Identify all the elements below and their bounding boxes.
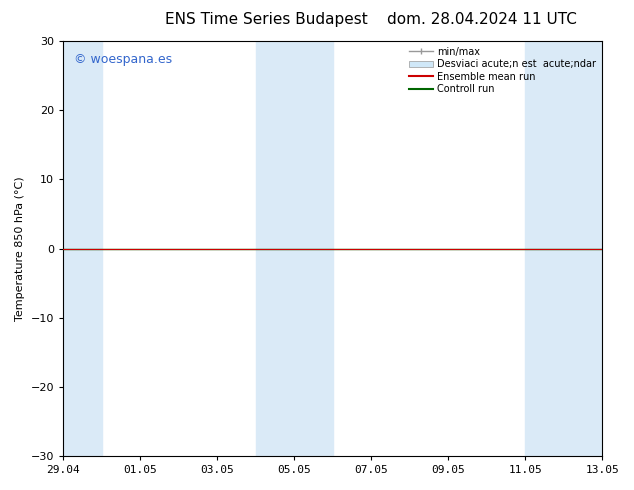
Bar [256, 41, 333, 456]
Text: ENS Time Series Budapest: ENS Time Series Budapest [165, 12, 368, 27]
Text: dom. 28.04.2024 11 UTC: dom. 28.04.2024 11 UTC [387, 12, 577, 27]
Bar [525, 41, 602, 456]
Bar [63, 41, 101, 456]
Text: © woespana.es: © woespana.es [74, 53, 172, 67]
Y-axis label: Temperature 850 hPa (°C): Temperature 850 hPa (°C) [15, 176, 25, 321]
Legend: min/max, Desviaci acute;n est  acute;ndar, Ensemble mean run, Controll run: min/max, Desviaci acute;n est acute;ndar… [405, 43, 600, 98]
